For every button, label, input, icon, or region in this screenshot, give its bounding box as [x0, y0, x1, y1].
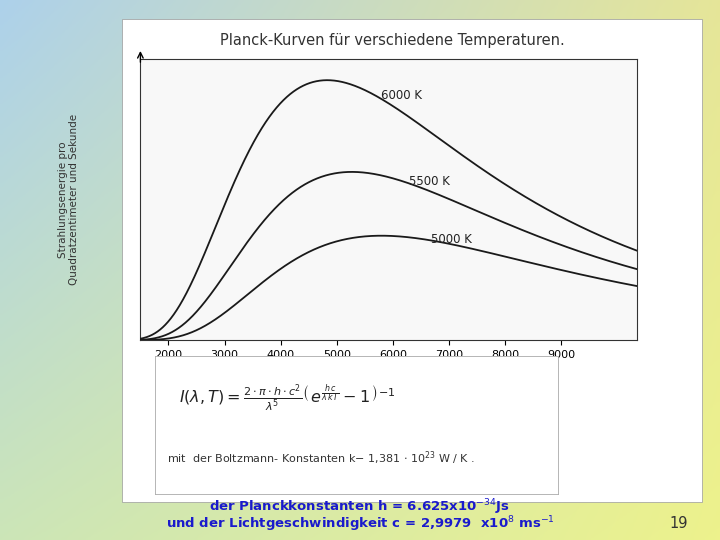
- Text: und der Lichtgeschwindigkeit c = 2,9979  x10$^8$ ms$^{-1}$: und der Lichtgeschwindigkeit c = 2,9979 …: [166, 514, 554, 534]
- Text: 6000 K: 6000 K: [381, 90, 422, 103]
- Text: Strahlungsenergie pro
Quadratzentimeter und Sekunde: Strahlungsenergie pro Quadratzentimeter …: [58, 114, 79, 285]
- Text: der Planckkonstanten h = 6.625x10$^{-34}$Js: der Planckkonstanten h = 6.625x10$^{-34}…: [210, 498, 510, 517]
- Text: Planck-Kurven für verschiedene Temperaturen.: Planck-Kurven für verschiedene Temperatu…: [220, 33, 564, 48]
- Text: 5000 K: 5000 K: [431, 233, 472, 246]
- X-axis label: Wellenlänge in Ångström  →: Wellenlänge in Ångström →: [306, 364, 472, 379]
- Text: 5500 K: 5500 K: [409, 176, 449, 188]
- Text: $I(\lambda,T) = \frac{2 \cdot \pi \cdot h \cdot c^2}{\lambda^5}\left(\,e^{\frac{: $I(\lambda,T) = \frac{2 \cdot \pi \cdot …: [179, 382, 395, 414]
- Text: mit  der Boltzmann- Konstanten k$-$ 1,381 $\cdot$ 10$^{23}$ W / K .: mit der Boltzmann- Konstanten k$-$ 1,381…: [167, 449, 475, 467]
- Text: 19: 19: [669, 516, 688, 531]
